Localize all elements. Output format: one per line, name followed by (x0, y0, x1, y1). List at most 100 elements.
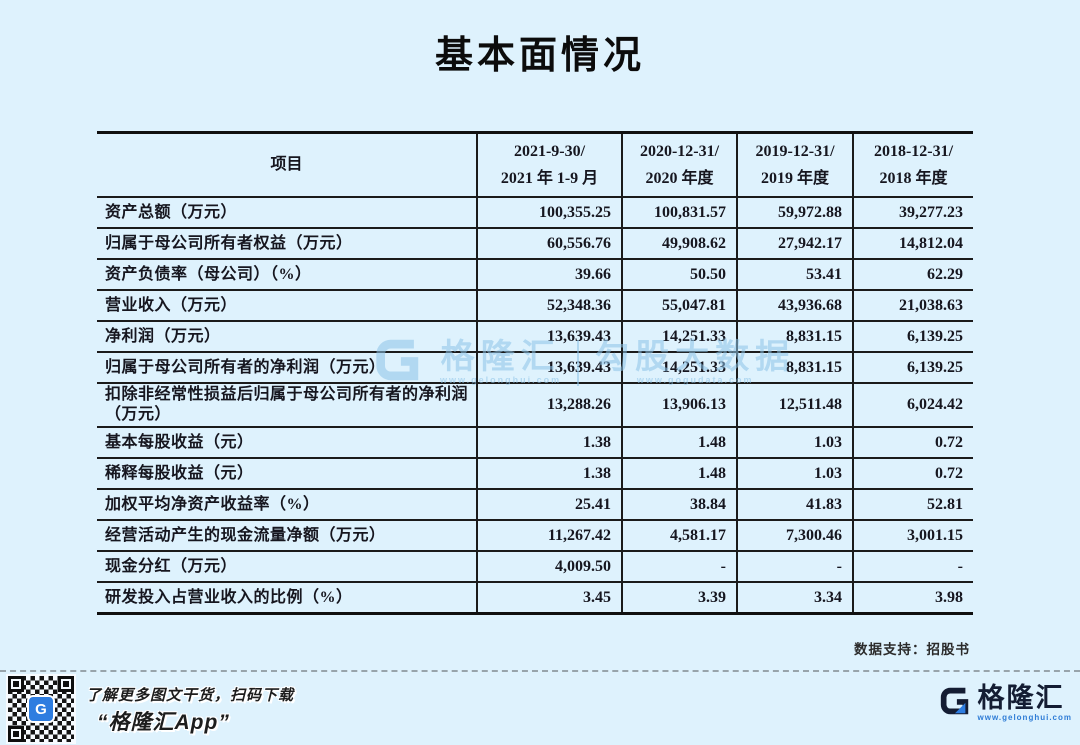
period-column-header: 2019-12-31/2019 年度 (736, 131, 854, 198)
row-value: 1.38 (476, 426, 623, 459)
row-value: 13,639.43 (476, 320, 623, 353)
row-value: 43,936.68 (736, 289, 854, 322)
row-value: 11,267.42 (476, 519, 623, 552)
table-row: 归属于母公司所有者权益（万元） 60,556.76 49,908.62 27,942.… (97, 227, 973, 260)
table-row: 归属于母公司所有者的净利润（万元） 13,639.43 14,251.33 8,831… (97, 351, 973, 384)
row-value: - (621, 550, 738, 583)
row-value: 21,038.63 (852, 289, 973, 322)
row-value: 3,001.15 (852, 519, 973, 552)
row-value: 1.48 (621, 426, 738, 459)
row-label: 归属于母公司所有者的净利润（万元） (97, 351, 478, 384)
row-value: 13,639.43 (476, 351, 623, 384)
brand-url: www.gelonghui.com (977, 713, 1072, 722)
row-value: 55,047.81 (621, 289, 738, 322)
row-label: 加权平均净资产收益率（%） (97, 488, 478, 521)
table-row: 资产负债率（母公司）（%） 39.66 50.50 53.41 62.29 (97, 258, 973, 291)
row-value: 6,139.25 (852, 320, 973, 353)
row-value: 14,251.33 (621, 351, 738, 384)
row-value: 3.34 (736, 581, 854, 615)
row-value: 1.48 (621, 457, 738, 490)
row-value: 49,908.62 (621, 227, 738, 260)
row-value: 13,288.26 (476, 382, 623, 428)
row-value: 39.66 (476, 258, 623, 291)
financial-table-wrap: 项目 2021-9-30/2021 年 1-9 月 2020-12-31/2020… (97, 131, 973, 615)
row-value: 12,511.48 (736, 382, 854, 428)
table-row: 净利润（万元） 13,639.43 14,251.33 8,831.15 6,139.2… (97, 320, 973, 353)
row-value: 38.84 (621, 488, 738, 521)
row-value: 3.45 (476, 581, 623, 615)
table-row: 扣除非经常性损益后归属于母公司所有者的净利润（万元） 13,288.26 13,90… (97, 382, 973, 428)
qr-center-logo-icon: G (27, 695, 55, 723)
row-value: 41.83 (736, 488, 854, 521)
table-row: 经营活动产生的现金流量净额（万元） 11,267.42 4,581.17 7,300.… (97, 519, 973, 552)
brand-logo: 格隆汇 www.gelonghui.com (938, 684, 1072, 723)
period-column-header: 2021-9-30/2021 年 1-9 月 (476, 131, 623, 198)
row-value: 7,300.46 (736, 519, 854, 552)
table-row: 营业收入（万元） 52,348.36 55,047.81 43,936.68 21,03… (97, 289, 973, 322)
table-row: 研发投入占营业收入的比例（%） 3.45 3.39 3.34 3.98 (97, 581, 973, 615)
table-row: 基本每股收益（元） 1.38 1.48 1.03 0.72 (97, 426, 973, 459)
footer-app-name: “格隆汇App” (97, 711, 230, 734)
period-column-header: 2020-12-31/2020 年度 (621, 131, 738, 198)
row-value: 6,024.42 (852, 382, 973, 428)
footer: G 了解更多图文干货，扫码下载 “格隆汇App” 格隆汇 www.gelongh… (0, 672, 1080, 745)
row-value: 62.29 (852, 258, 973, 291)
row-value: 3.98 (852, 581, 973, 615)
row-value: - (852, 550, 973, 583)
brand-g-icon (938, 684, 972, 723)
qr-finder-icon (8, 676, 24, 692)
row-value: 6,139.25 (852, 351, 973, 384)
row-value: 0.72 (852, 457, 973, 490)
row-value: 1.03 (736, 457, 854, 490)
row-label: 净利润（万元） (97, 320, 478, 353)
row-value: 14,251.33 (621, 320, 738, 353)
row-value: 100,355.25 (476, 196, 623, 229)
period-column-header: 2018-12-31/2018 年度 (852, 131, 973, 198)
row-label: 基本每股收益（元） (97, 426, 478, 459)
row-value: 53.41 (736, 258, 854, 291)
row-value: 25.41 (476, 488, 623, 521)
row-label: 研发投入占营业收入的比例（%） (97, 581, 478, 615)
row-label: 营业收入（万元） (97, 289, 478, 322)
footer-divider (0, 670, 1080, 672)
row-value: 60,556.76 (476, 227, 623, 260)
row-value: 4,009.50 (476, 550, 623, 583)
table-body: 资产总额（万元） 100,355.25 100,831.57 59,972.88 39,… (97, 196, 973, 615)
table-row: 资产总额（万元） 100,355.25 100,831.57 59,972.88 39,… (97, 196, 973, 229)
data-source-note: 数据支持：招股书 (854, 642, 970, 657)
row-label: 经营活动产生的现金流量净额（万元） (97, 519, 478, 552)
row-label: 稀释每股收益（元） (97, 457, 478, 490)
table-row: 加权平均净资产收益率（%） 25.41 38.84 41.83 52.81 (97, 488, 973, 521)
row-label: 资产负债率（母公司）（%） (97, 258, 478, 291)
qr-finder-icon (58, 676, 74, 692)
row-value: 52.81 (852, 488, 973, 521)
row-label: 扣除非经常性损益后归属于母公司所有者的净利润（万元） (97, 382, 478, 428)
row-value: 27,942.17 (736, 227, 854, 260)
row-value: 1.38 (476, 457, 623, 490)
row-value: 4,581.17 (621, 519, 738, 552)
row-label: 现金分红（万元） (97, 550, 478, 583)
row-value: 8,831.15 (736, 351, 854, 384)
row-value: 14,812.04 (852, 227, 973, 260)
qr-finder-icon (8, 726, 24, 742)
row-value: 100,831.57 (621, 196, 738, 229)
row-value: 13,906.13 (621, 382, 738, 428)
row-value: 59,972.88 (736, 196, 854, 229)
table-row: 稀释每股收益（元） 1.38 1.48 1.03 0.72 (97, 457, 973, 490)
table-header-row: 项目 2021-9-30/2021 年 1-9 月 2020-12-31/2020… (97, 131, 973, 198)
row-value: 1.03 (736, 426, 854, 459)
row-value: - (736, 550, 854, 583)
row-value: 39,277.23 (852, 196, 973, 229)
row-value: 3.39 (621, 581, 738, 615)
row-value: 50.50 (621, 258, 738, 291)
row-label: 资产总额（万元） (97, 196, 478, 229)
brand-name: 格隆汇 (977, 683, 1065, 713)
row-value: 8,831.15 (736, 320, 854, 353)
item-column-header: 项目 (97, 131, 478, 198)
qr-code: G (6, 674, 76, 744)
footer-tagline: 了解更多图文干货，扫码下载 (86, 687, 295, 704)
table-row: 现金分红（万元） 4,009.50- - - (97, 550, 973, 583)
row-label: 归属于母公司所有者权益（万元） (97, 227, 478, 260)
financial-table: 项目 2021-9-30/2021 年 1-9 月 2020-12-31/2020… (97, 131, 973, 615)
